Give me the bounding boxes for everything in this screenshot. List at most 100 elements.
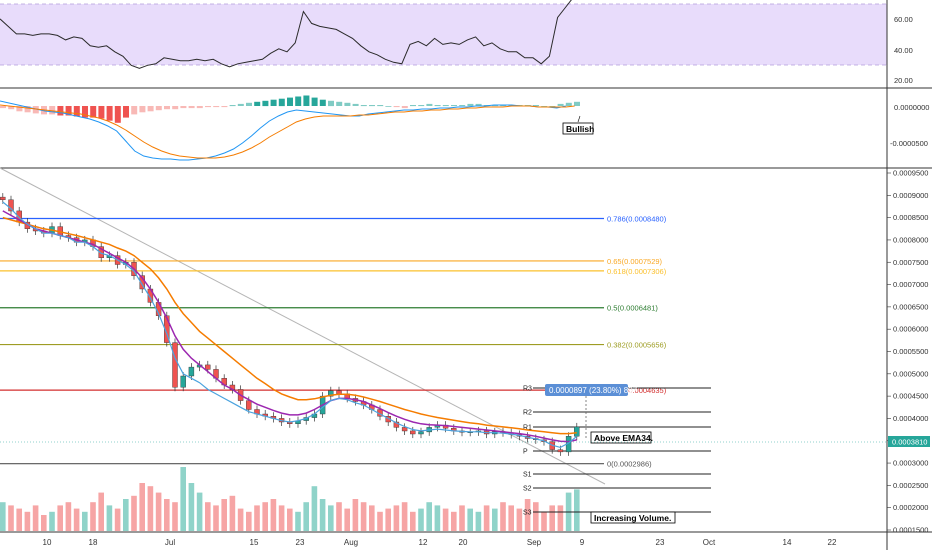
- volume-bar: [164, 499, 170, 531]
- macd-histogram-bar: [352, 103, 359, 106]
- price-tick-label: 0.0008000: [893, 235, 928, 244]
- fib-label: 0.618(0.0007306): [607, 267, 667, 276]
- macd-histogram-bar: [557, 103, 564, 106]
- macd-histogram-bar: [24, 106, 31, 113]
- x-tick-label: 23: [656, 538, 665, 547]
- macd-histogram-bar: [311, 97, 318, 106]
- volume-bar: [303, 502, 309, 531]
- volume-bar: [352, 499, 359, 531]
- macd-histogram-bar: [205, 106, 211, 108]
- macd-histogram-bar: [565, 102, 572, 106]
- candle-body: [172, 342, 178, 388]
- macd-histogram-bar: [32, 106, 39, 114]
- macd-histogram-bar: [172, 106, 179, 110]
- volume-bar: [549, 505, 555, 531]
- volume-annotation-box: [590, 511, 676, 524]
- volume-bar: [483, 505, 490, 531]
- x-tick-label: Oct: [703, 538, 716, 547]
- volume-bar: [492, 508, 498, 531]
- volume-bar: [172, 502, 178, 531]
- volume-bar: [221, 499, 227, 531]
- volume-bar: [385, 508, 391, 531]
- current-price-label: 0.0003810: [892, 438, 927, 447]
- volume-bar: [188, 483, 195, 531]
- candle-body: [393, 421, 400, 428]
- volume-bar: [131, 495, 137, 531]
- trendline: [0, 167, 606, 485]
- candle-body: [410, 430, 416, 435]
- volume-bar: [82, 511, 88, 531]
- x-tick-label: 18: [89, 538, 98, 547]
- bullish-arrow: [577, 115, 581, 123]
- volume-bar: [205, 502, 211, 531]
- fib-label: 0.786(0.0008480): [607, 215, 667, 224]
- volume-bar: [65, 502, 72, 531]
- price-tick-label: 0.0005000: [893, 369, 928, 378]
- macd-histogram-bar: [82, 106, 88, 118]
- price-tick-label: 0.0004000: [893, 414, 928, 423]
- price-tick-label: 0.0007500: [893, 258, 928, 267]
- volume-bar: [73, 508, 80, 531]
- macd-histogram-bar: [360, 105, 367, 107]
- candle-body: [557, 449, 564, 453]
- volume-bar: [426, 502, 432, 531]
- macd-histogram-bar: [196, 106, 203, 109]
- rsi-panel: 60.00 40.00 20.00: [0, 0, 913, 85]
- candle-body: [180, 375, 186, 388]
- macd-histogram-bar: [533, 105, 539, 107]
- macd-histogram-bar: [492, 105, 498, 107]
- rsi-tick-20: 20.00: [894, 76, 913, 85]
- volume-bar: [434, 505, 441, 531]
- volume-bar: [49, 511, 55, 531]
- volume-bar: [246, 511, 252, 531]
- volume-bar: [90, 502, 96, 531]
- macd-histogram-bar: [98, 106, 105, 119]
- time-axis: 10 18 Jul 15 23 Aug 12 20 Sep 9 23 Oct 14 22: [43, 538, 837, 547]
- candle-body: [246, 400, 252, 410]
- volume-bar: [418, 508, 424, 531]
- fib-label: 0.65(0.0007529): [607, 257, 663, 266]
- macd-panel: Bullish 0.0000000 -0.0000500: [0, 95, 929, 161]
- macd-histogram-bar: [131, 106, 138, 115]
- price-axis: 0.0009500 0.0009000 0.0008500 0.0008000 0.00…: [887, 169, 928, 535]
- macd-histogram-bar: [508, 105, 515, 107]
- macd-histogram-bar: [451, 105, 457, 107]
- macd-histogram-bar: [500, 105, 507, 107]
- macd-histogram-bar: [16, 106, 23, 112]
- volume-bar: [98, 492, 104, 531]
- macd-histogram-bar: [377, 105, 384, 107]
- macd-histogram-bar: [442, 105, 449, 107]
- pivot-levels: R3 R2 R1 P S1 S2 S3: [523, 386, 711, 517]
- x-tick-label: 15: [250, 538, 259, 547]
- x-tick-label: 9: [580, 538, 585, 547]
- ema-mid-line: [2, 210, 577, 443]
- fib-label: 0.236(0.0004635): [607, 386, 667, 395]
- volume-bar: [524, 499, 531, 531]
- macd-histogram-bar: [336, 101, 343, 106]
- volume-bar: [557, 505, 564, 531]
- candle-body: [0, 196, 6, 201]
- macd-histogram-bar: [369, 105, 375, 107]
- macd-histogram-bar: [418, 105, 425, 107]
- macd-histogram-bar: [319, 99, 326, 106]
- volume-bar: [155, 492, 162, 531]
- volume-bar: [459, 505, 465, 531]
- macd-histogram-bar: [57, 106, 64, 116]
- macd-histogram-bar: [237, 103, 244, 106]
- volume-bar: [442, 508, 449, 531]
- volume-bar: [16, 508, 22, 531]
- x-tick-label: Aug: [344, 538, 358, 547]
- macd-histogram-bar: [254, 101, 261, 106]
- volume-bar: [328, 505, 334, 531]
- volume-bar: [295, 511, 301, 531]
- price-tick-label: 0.0006500: [893, 302, 928, 311]
- volume-bar: [467, 508, 473, 531]
- price-tick-label: 0.0003000: [893, 459, 928, 468]
- macd-histogram-bar: [295, 96, 302, 106]
- macd-histogram-bar: [139, 106, 146, 113]
- volume-bar: [533, 502, 539, 531]
- macd-histogram-bar: [328, 100, 334, 107]
- candlesticks: [0, 193, 580, 456]
- volume-bar: [8, 505, 14, 531]
